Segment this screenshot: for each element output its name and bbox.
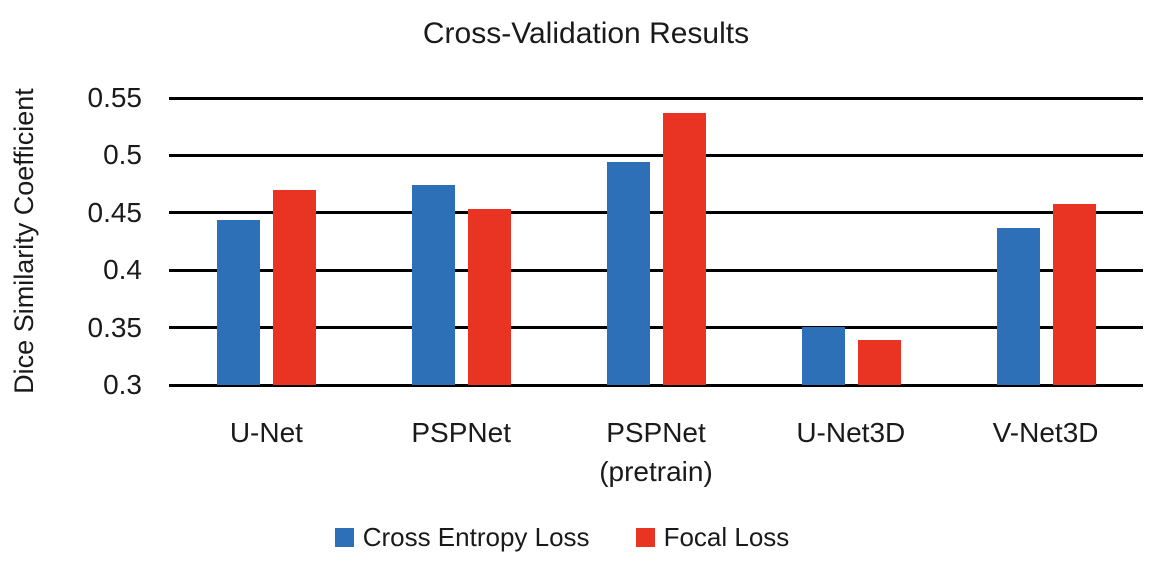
gridline <box>169 383 1143 387</box>
bar-red <box>663 112 706 385</box>
gridline <box>169 268 1143 272</box>
x-category-label: V-Net3D <box>992 417 1099 448</box>
legend-item: Cross Entropy Loss <box>334 522 590 552</box>
gridline <box>169 326 1143 330</box>
bar-red <box>273 189 317 385</box>
bar-red <box>857 340 901 385</box>
y-tick-label: 0.45 <box>87 196 143 228</box>
bar-blue <box>801 326 845 385</box>
y-tick-label: 0.35 <box>87 311 143 343</box>
legend-swatch <box>635 527 655 547</box>
x-category-label: U-Net <box>229 417 303 448</box>
bar-blue <box>217 219 261 385</box>
y-tick-label: 0.4 <box>103 254 142 286</box>
y-tick-label: 0.55 <box>87 82 143 113</box>
legend-item: Focal Loss <box>635 522 790 552</box>
bar-blue <box>412 185 456 385</box>
x-category-label: U-Net3D <box>796 417 906 448</box>
y-axis-title: Dice Similarity Coefficient <box>9 88 39 394</box>
bar-red <box>468 209 512 385</box>
y-tick-label: 0.5 <box>103 139 142 171</box>
gridline <box>169 96 1143 100</box>
chart-title: Cross-Validation Results <box>422 17 750 50</box>
gridline <box>169 211 1143 215</box>
x-category-label: PSPNet (pretrain) <box>599 417 713 487</box>
legend-label: Focal Loss <box>663 522 790 552</box>
x-category-label: PSPNet <box>411 417 511 448</box>
legend: Cross Entropy Loss Focal Loss <box>0 521 1124 553</box>
bar-blue <box>996 227 1040 385</box>
y-tick-label: 0.3 <box>103 369 142 400</box>
legend-label: Cross Entropy Loss <box>362 522 590 552</box>
gridline <box>169 153 1143 157</box>
bar-red <box>1052 203 1096 385</box>
bar-blue <box>607 162 650 385</box>
legend-swatch <box>334 527 354 547</box>
